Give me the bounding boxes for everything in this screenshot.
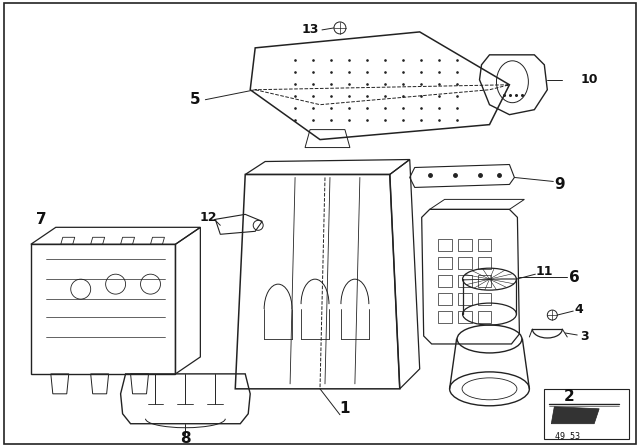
Text: 1: 1 bbox=[340, 401, 350, 416]
Text: 2: 2 bbox=[564, 389, 575, 404]
Text: 13: 13 bbox=[301, 23, 319, 36]
Text: 11: 11 bbox=[536, 265, 553, 278]
Text: 3: 3 bbox=[580, 331, 589, 344]
Text: 5: 5 bbox=[190, 92, 201, 107]
Polygon shape bbox=[551, 407, 599, 424]
Text: 7: 7 bbox=[36, 212, 46, 227]
Text: 9: 9 bbox=[554, 177, 564, 192]
Text: 4: 4 bbox=[575, 302, 584, 315]
Bar bbox=[545, 389, 629, 439]
Text: 10: 10 bbox=[580, 73, 598, 86]
Text: 49 53: 49 53 bbox=[556, 432, 580, 441]
Text: 6: 6 bbox=[569, 270, 580, 284]
Text: 8: 8 bbox=[180, 431, 191, 446]
Text: 12: 12 bbox=[200, 211, 217, 224]
